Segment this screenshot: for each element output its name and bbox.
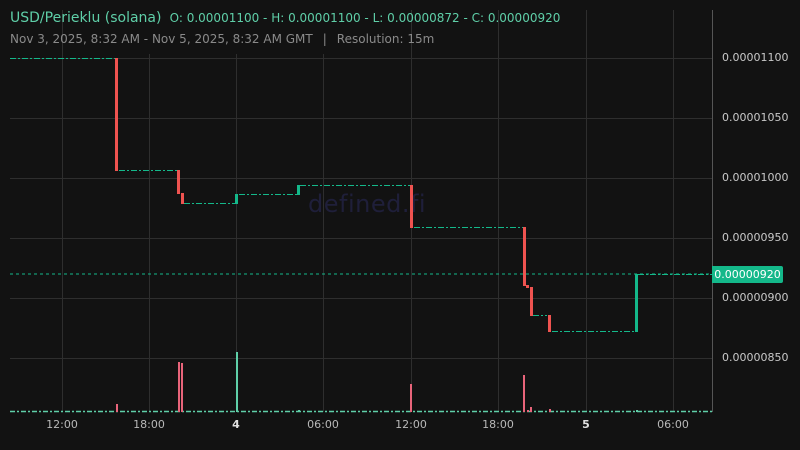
time-range: Nov 3, 2025, 8:32 AM - Nov 5, 2025, 8:32… [10,32,313,46]
x-tick-label-day: 4 [232,418,240,431]
y-tick-label: 0.00001050 [722,111,789,124]
x-tick-label: 06:00 [657,418,689,431]
y-tick-label: 0.00000950 [722,231,789,244]
x-tick-label: 18:00 [482,418,514,431]
y-tick-label: 0.00001100 [722,51,789,64]
chart-header: USD/Perieklu (solana) O: 0.00001100 - H:… [10,9,560,46]
x-tick-label-day: 5 [582,418,590,431]
y-tick-label: 0.00000900 [722,291,789,304]
x-tick-label: 12:00 [395,418,427,431]
title-row: USD/Perieklu (solana) O: 0.00001100 - H:… [10,9,560,28]
separator: | [322,32,327,46]
x-tick-label: 06:00 [307,418,339,431]
current-price-tag: 0.00000920 [712,266,783,283]
candles [115,58,638,332]
pair-title: USD/Perieklu (solana) [10,10,162,26]
ohlc-values: O: 0.00001100 - H: 0.00001100 - L: 0.000… [169,11,561,25]
watermark: defined.fi [308,190,427,218]
subtitle-row: Nov 3, 2025, 8:32 AM - Nov 5, 2025, 8:32… [10,32,560,46]
x-tick-label: 18:00 [133,418,165,431]
volume-bars [116,352,638,412]
x-tick-label: 12:00 [46,418,78,431]
resolution: Resolution: 15m [336,32,435,46]
y-tick-label: 0.00000850 [722,351,789,364]
price-step-lines [10,58,712,332]
y-tick-label: 0.00001000 [722,171,789,184]
